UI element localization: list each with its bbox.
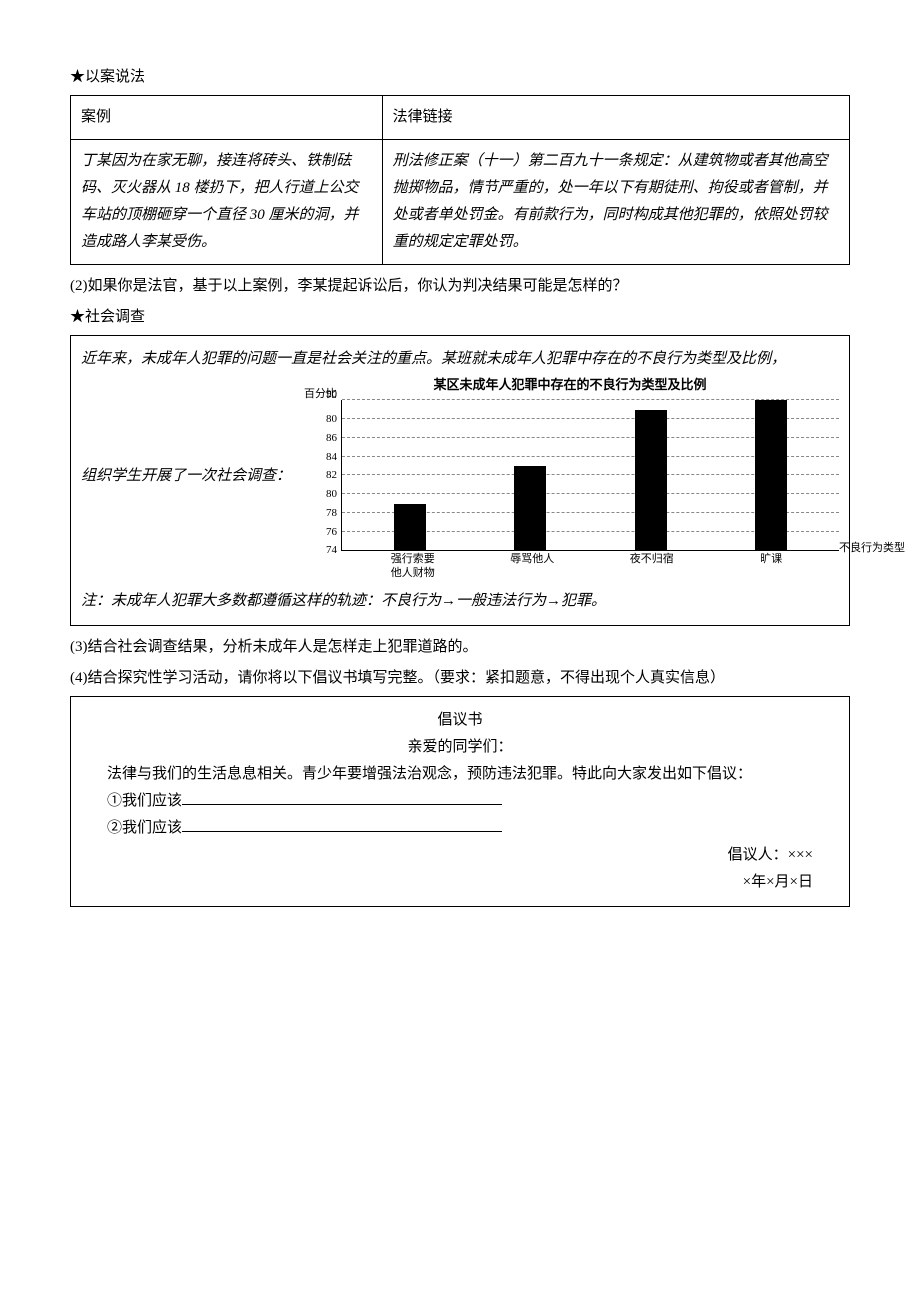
proposal-date: ×年×月×日 bbox=[107, 869, 813, 896]
case-header-right: 法律链接 bbox=[382, 96, 849, 140]
bar bbox=[635, 410, 667, 551]
chart-title: 某区未成年人犯罪中存在的不良行为类型及比例 bbox=[301, 373, 839, 396]
bar bbox=[755, 400, 787, 550]
y-tick: 86 bbox=[326, 433, 337, 444]
proposal-salutation: 亲爱的同学们： bbox=[107, 734, 813, 761]
case-table: 案例 法律链接 丁某因为在家无聊，接连将砖头、铁制砝码、灭火器从 18 楼扔下，… bbox=[70, 95, 850, 265]
survey-table: 近年来，未成年人犯罪的问题一直是社会关注的重点。某班就未成年人犯罪中存在的不良行… bbox=[70, 335, 850, 626]
y-tick: 80 bbox=[326, 414, 337, 425]
proposal-table: 倡议书 亲爱的同学们： 法律与我们的生活息息相关。青少年要增强法治观念，预防违法… bbox=[70, 696, 850, 907]
section-heading-case: ★以案说法 bbox=[70, 64, 850, 91]
blank-line[interactable] bbox=[182, 790, 502, 805]
bar-slot bbox=[350, 400, 470, 550]
bar bbox=[514, 466, 546, 550]
chart-x-labels: 强行索要他人财物辱骂他人夜不归宿旷课 bbox=[345, 551, 839, 579]
y-tick: 82 bbox=[326, 470, 337, 481]
x-tick-label: 辱骂他人 bbox=[473, 553, 593, 579]
question-3: (3)结合社会调查结果，分析未成年人是怎样走上犯罪道路的。 bbox=[70, 634, 850, 661]
bar bbox=[394, 504, 426, 551]
case-body-right: 刑法修正案（十一）第二百九十一条规定：从建筑物或者其他高空抛掷物品，情节严重的，… bbox=[382, 140, 849, 265]
proposal-cell: 倡议书 亲爱的同学们： 法律与我们的生活息息相关。青少年要增强法治观念，预防违法… bbox=[71, 696, 850, 906]
question-4: (4)结合探究性学习活动，请你将以下倡议书填写完整。（要求：紧扣题意，不得出现个… bbox=[70, 665, 850, 692]
proposal-signer: 倡议人：××× bbox=[107, 842, 813, 869]
case-header-left: 案例 bbox=[71, 96, 383, 140]
y-tick: 78 bbox=[326, 508, 337, 519]
bar-slot bbox=[591, 400, 711, 550]
blank-line[interactable] bbox=[182, 817, 502, 832]
proposal-item-2: ②我们应该 bbox=[107, 815, 813, 842]
case-body-left: 丁某因为在家无聊，接连将砖头、铁制砝码、灭火器从 18 楼扔下，把人行道上公交车… bbox=[71, 140, 383, 265]
proposal-item-1: ①我们应该 bbox=[107, 788, 813, 815]
x-tick-label: 强行索要他人财物 bbox=[353, 553, 473, 579]
bar-slot bbox=[470, 400, 590, 550]
table-row: 近年来，未成年人犯罪的问题一直是社会关注的重点。某班就未成年人犯罪中存在的不良行… bbox=[71, 336, 850, 626]
table-row: 倡议书 亲爱的同学们： 法律与我们的生活息息相关。青少年要增强法治观念，预防违法… bbox=[71, 696, 850, 906]
y-tick: 76 bbox=[326, 527, 337, 538]
bar-slot bbox=[711, 400, 831, 550]
proposal-title: 倡议书 bbox=[107, 707, 813, 734]
x-axis-label: 不良行为类型 bbox=[839, 539, 905, 559]
table-row: 案例 法律链接 bbox=[71, 96, 850, 140]
x-tick-label: 夜不归宿 bbox=[592, 553, 712, 579]
table-row: 丁某因为在家无聊，接连将砖头、铁制砝码、灭火器从 18 楼扔下，把人行道上公交车… bbox=[71, 140, 850, 265]
survey-intro: 近年来，未成年人犯罪的问题一直是社会关注的重点。某班就未成年人犯罪中存在的不良行… bbox=[81, 346, 839, 373]
survey-leadin: 组织学生开展了一次社会调查： bbox=[81, 463, 291, 490]
survey-cell: 近年来，未成年人犯罪的问题一直是社会关注的重点。某班就未成年人犯罪中存在的不良行… bbox=[71, 336, 850, 626]
survey-note: 注：未成年人犯罪大多数都遵循这样的轨迹：不良行为→一般违法行为→犯罪。 bbox=[81, 588, 839, 615]
y-tick: 84 bbox=[326, 452, 337, 463]
bar-chart: 某区未成年人犯罪中存在的不良行为类型及比例 百分比 90 80 86 84 82… bbox=[301, 373, 839, 580]
proposal-body: 法律与我们的生活息息相关。青少年要增强法治观念，预防违法犯罪。特此向大家发出如下… bbox=[107, 761, 813, 788]
y-tick: 80 bbox=[326, 489, 337, 500]
section-heading-survey: ★社会调查 bbox=[70, 304, 850, 331]
chart-plot-area: 不良行为类型 bbox=[341, 400, 839, 551]
question-2: (2)如果你是法官，基于以上案例，李某提起诉讼后，你认为判决结果可能是怎样的？ bbox=[70, 273, 850, 300]
y-tick: 74 bbox=[326, 545, 337, 556]
chart-y-labels: 百分比 90 80 86 84 82 80 78 76 74 bbox=[301, 401, 341, 551]
x-tick-label: 旷课 bbox=[712, 553, 832, 579]
